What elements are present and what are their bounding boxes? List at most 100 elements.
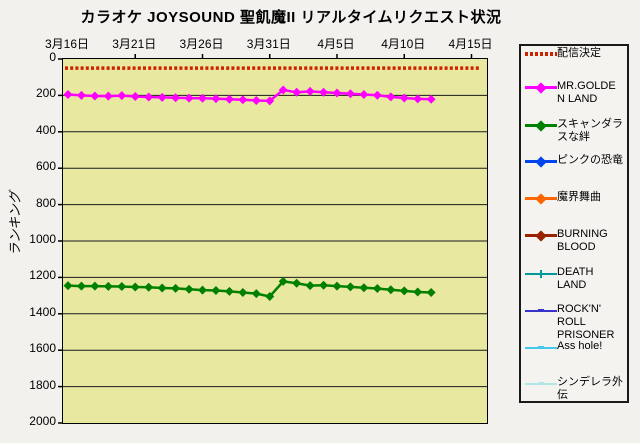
data-point-marker (319, 280, 329, 290)
legend-swatch-diamond-icon (525, 119, 557, 133)
data-point-marker (76, 281, 86, 291)
legend-label: シンデレラ外伝 (557, 376, 623, 401)
data-point-marker (117, 282, 127, 291)
data-point-marker (117, 91, 127, 101)
legend-item: 魔界舞曲 (525, 191, 623, 206)
legend-swatch-diamond-icon (525, 229, 557, 243)
data-point-marker (238, 95, 248, 105)
data-point-marker (265, 292, 275, 302)
legend-label: BURNING BLOOD (557, 228, 608, 253)
data-point-marker (305, 86, 315, 96)
data-point-marker (292, 87, 302, 97)
data-point-marker (278, 276, 288, 286)
data-point-marker (144, 282, 154, 292)
legend-item: スキャンダラスな絆 (525, 118, 623, 144)
data-point-marker (413, 94, 423, 104)
data-point-marker (238, 288, 248, 298)
y-axis-label: 1400 (29, 304, 56, 319)
data-point-marker (345, 282, 355, 292)
data-point-marker (184, 93, 194, 103)
data-point-marker (372, 90, 382, 100)
data-point-marker (157, 92, 167, 102)
data-point-marker (399, 93, 409, 103)
data-point-marker (130, 91, 140, 101)
legend-item: ROCK'N' ROLL PRISONER (525, 303, 623, 342)
data-point-marker (63, 281, 73, 291)
series-line (67, 88, 432, 103)
data-point-marker (76, 90, 86, 100)
legend-swatch-diamond-icon (525, 155, 557, 169)
x-axis-label: 3月26日 (179, 37, 224, 51)
legend-box: 配信決定 MR.GOLDEN LAND スキャンダラスな絆ピンクの恐竜 魔界舞曲 BUR… (519, 44, 629, 403)
y-axis-label: 400 (35, 122, 56, 137)
data-point-marker (305, 281, 315, 291)
x-axis-label: 4月10日 (381, 37, 426, 51)
y-axis-label: 200 (35, 86, 56, 101)
data-point-marker (157, 283, 167, 293)
y-axis-label: 600 (35, 159, 56, 174)
data-point-marker (171, 93, 181, 103)
legend-label: スキャンダラスな絆 (557, 118, 623, 143)
legend-item: シンデレラ外伝 (525, 376, 623, 402)
legend-swatch-dash-icon (525, 377, 557, 391)
data-point-marker (103, 281, 113, 291)
data-point-marker (211, 286, 221, 296)
legend-item: BURNING BLOOD (525, 228, 623, 254)
data-point-marker (386, 92, 396, 102)
data-point-marker (90, 91, 100, 101)
legend-swatch-diamond-icon (525, 192, 557, 206)
legend-label: 配信決定 (557, 47, 601, 59)
legend-swatch-dash-icon (525, 304, 557, 318)
legend-label: ピンクの恐竜 (557, 154, 623, 166)
data-point-marker (426, 288, 436, 298)
y-axis-label: 800 (35, 195, 56, 210)
data-point-marker (426, 94, 436, 104)
plot-area (58, 54, 488, 424)
x-axis-label: 4月5日 (317, 37, 355, 51)
data-point-marker (292, 278, 302, 288)
legend-label: MR.GOLDEN LAND (557, 80, 616, 105)
legend-item: DEATH LAND (525, 266, 623, 292)
data-point-marker (90, 281, 100, 291)
data-point-marker (359, 283, 369, 293)
y-axis-label: 2000 (29, 414, 56, 428)
data-point-marker (224, 94, 234, 104)
legend-swatch-dash-icon (525, 341, 557, 355)
y-axis-label: 1000 (29, 232, 56, 246)
legend-label: ROCK'N' ROLL PRISONER (557, 303, 615, 341)
data-point-marker (386, 285, 396, 295)
data-point-marker (332, 88, 342, 98)
legend-item: MR.GOLDEN LAND (525, 80, 623, 106)
series-line (67, 280, 432, 298)
x-axis-label: 4月15日 (448, 37, 493, 51)
y-axis-label: 1600 (29, 341, 56, 356)
legend-item: ピンクの恐竜 (525, 154, 623, 169)
data-point-marker (251, 289, 261, 299)
data-point-marker (184, 284, 194, 294)
data-point-marker (171, 283, 181, 293)
data-point-marker (211, 94, 221, 104)
data-point-marker (265, 96, 275, 106)
legend-item: Ass hole! (525, 340, 623, 355)
data-point-marker (251, 95, 261, 105)
data-point-marker (144, 92, 154, 102)
data-point-marker (198, 285, 207, 295)
data-point-marker (319, 87, 329, 97)
data-point-marker (413, 287, 423, 297)
y-axis-label: 1200 (29, 268, 56, 283)
chart-title: カラオケ JOYSOUND 聖飢魔II リアルタイムリクエスト状況 (80, 9, 502, 26)
data-point-marker (372, 284, 382, 294)
legend-label: DEATH LAND (557, 266, 594, 291)
legend-item: 配信決定 (525, 47, 623, 62)
data-point-marker (63, 89, 73, 99)
legend-swatch-diamond-icon (525, 81, 557, 95)
data-point-marker (198, 93, 207, 103)
data-point-marker (332, 281, 342, 291)
data-point-marker (224, 286, 234, 296)
legend-label: 魔界舞曲 (557, 191, 601, 203)
legend-swatch-tick-icon (525, 267, 557, 281)
legend-label: Ass hole! (557, 340, 603, 352)
y-axis-label: 1800 (29, 377, 56, 392)
data-point-marker (130, 282, 140, 292)
